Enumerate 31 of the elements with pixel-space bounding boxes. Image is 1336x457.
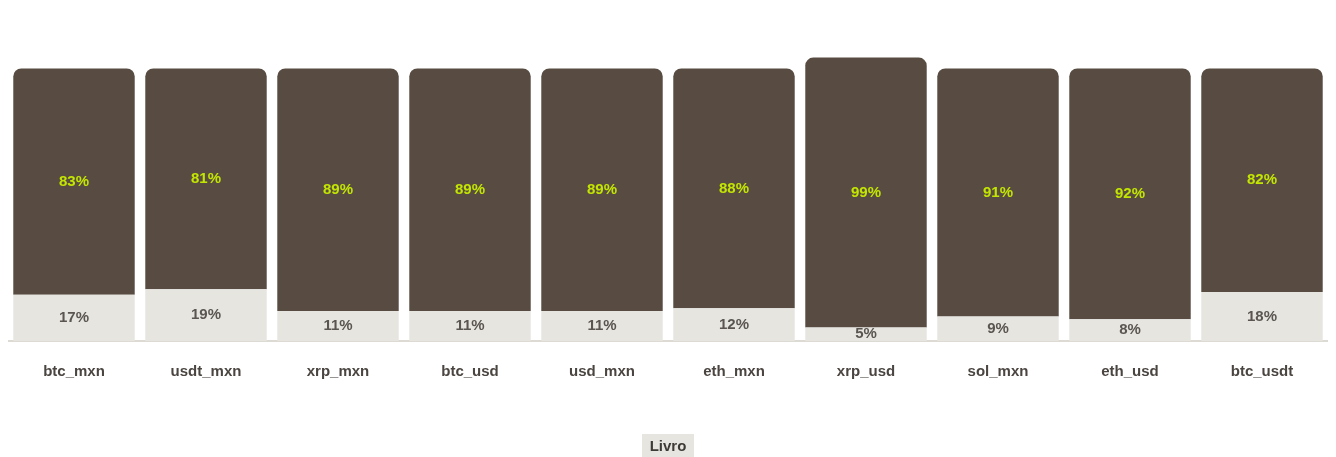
x-tick-label: btc_mxn [43, 362, 105, 380]
data-label: 17% [58, 307, 90, 325]
x-tick-label: eth_usd [1101, 362, 1159, 380]
x-axis-title: Livro [641, 434, 695, 457]
data-label: 91% [982, 182, 1014, 200]
data-label: 89% [454, 179, 486, 197]
data-label: 82% [1246, 170, 1278, 188]
data-label: 83% [58, 171, 90, 189]
x-tick-label: xrp_mxn [306, 362, 370, 380]
x-tick-label: btc_usd [441, 362, 499, 380]
data-label: 81% [190, 169, 222, 186]
x-tick-label: btc_usdt [1230, 362, 1294, 380]
data-label: 89% [586, 179, 618, 197]
data-label: 18% [1246, 306, 1278, 324]
x-tick-label: usdt_mxn [170, 362, 242, 380]
x-tick-label: eth_mxn [703, 362, 765, 380]
data-label: 11% [455, 316, 485, 334]
data-label: 5% [855, 324, 877, 342]
data-label: 19% [190, 305, 222, 323]
data-label: 88% [718, 178, 750, 196]
data-label: 8% [1119, 320, 1141, 338]
data-label: 92% [1114, 183, 1146, 201]
x-tick-label: usd_mxn [569, 362, 635, 380]
x-tick-label: xrp_usd [836, 362, 896, 380]
data-label: 11% [323, 316, 353, 334]
data-label: 12% [718, 314, 750, 332]
data-label: 99% [850, 182, 882, 200]
data-label: 9% [987, 318, 1009, 336]
data-label: 89% [322, 179, 354, 197]
data-label: 11% [587, 316, 617, 334]
x-tick-label: sol_mxn [967, 362, 1029, 380]
